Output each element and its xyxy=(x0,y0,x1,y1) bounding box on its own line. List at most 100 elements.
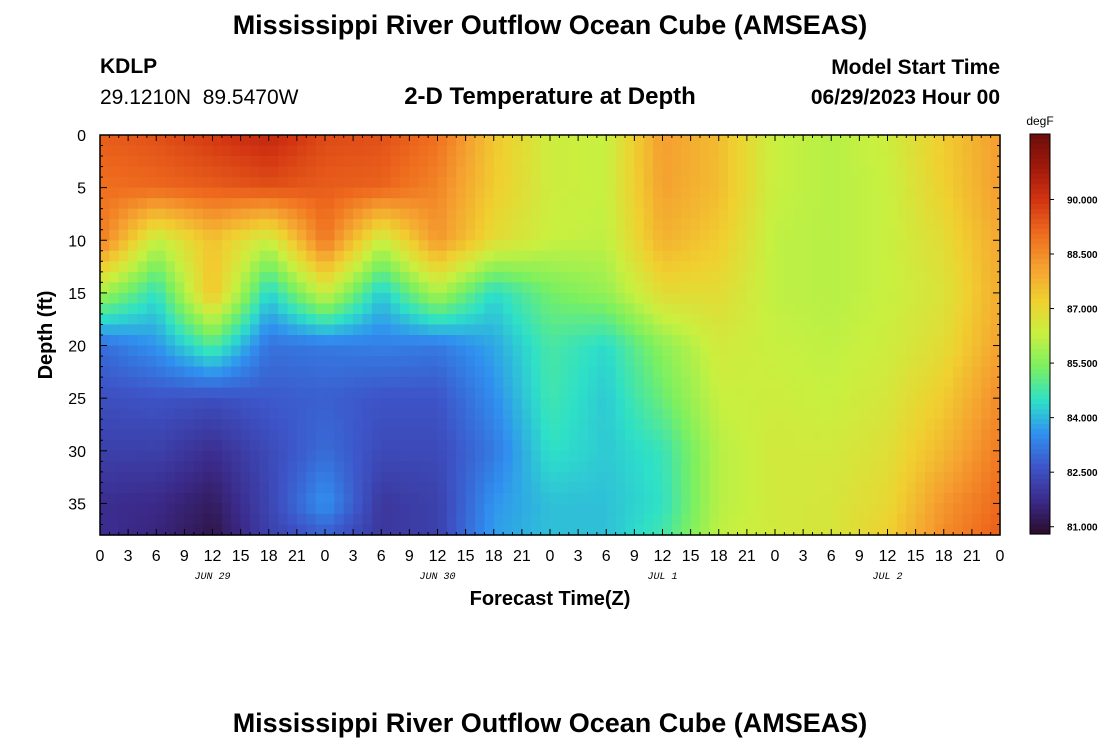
heatmap-cell xyxy=(400,482,410,494)
heatmap-cell xyxy=(400,461,410,473)
heatmap-cell xyxy=(100,198,110,210)
heatmap-cell xyxy=(390,271,401,283)
heatmap-cell xyxy=(840,271,851,283)
heatmap-cell xyxy=(812,208,823,220)
heatmap-cell xyxy=(128,398,139,410)
heatmap-cell xyxy=(653,313,664,326)
heatmap-cell xyxy=(475,313,485,326)
heatmap-cell xyxy=(756,292,767,305)
heatmap-cell xyxy=(971,229,982,241)
heatmap-cell xyxy=(296,440,307,452)
heatmap-cell xyxy=(231,377,242,389)
heatmap-cell xyxy=(709,240,720,252)
heatmap-cell xyxy=(362,292,373,305)
heatmap-cell xyxy=(878,282,889,294)
heatmap-cell xyxy=(493,271,504,283)
heatmap-cell xyxy=(371,240,382,252)
heatmap-cell xyxy=(306,356,317,368)
heatmap-cell xyxy=(568,419,579,431)
colorbar-segment xyxy=(1030,184,1050,190)
heatmap-cell xyxy=(371,303,382,315)
heatmap-cell xyxy=(334,324,345,336)
heatmap-cell xyxy=(643,292,654,305)
heatmap-cell xyxy=(915,135,926,147)
heatmap-cell xyxy=(643,145,654,157)
heatmap-cell xyxy=(390,198,401,210)
heatmap-cell xyxy=(400,503,410,515)
heatmap-cell xyxy=(296,324,307,336)
heatmap-cell xyxy=(596,366,607,378)
heatmap-cell xyxy=(718,513,729,526)
heatmap-cell xyxy=(446,440,457,452)
heatmap-cell xyxy=(775,229,785,241)
heatmap-cell xyxy=(231,461,242,473)
heatmap-cell xyxy=(606,387,617,399)
heatmap-cell xyxy=(521,387,532,399)
heatmap-cell xyxy=(775,219,785,231)
heatmap-cell xyxy=(362,366,373,378)
heatmap-cell xyxy=(493,398,504,410)
heatmap-cell xyxy=(353,387,364,399)
heatmap-cell xyxy=(221,524,232,536)
heatmap-cell xyxy=(428,208,439,220)
heatmap-cell xyxy=(165,229,176,241)
heatmap-cell xyxy=(137,408,148,420)
heatmap-cell xyxy=(934,482,945,494)
heatmap-cell xyxy=(503,377,514,389)
heatmap-cell xyxy=(278,177,289,189)
heatmap-cell xyxy=(596,356,607,368)
heatmap-cell xyxy=(184,408,195,420)
heatmap-cell xyxy=(259,303,270,315)
heatmap-cell xyxy=(896,482,907,494)
heatmap-cell xyxy=(765,461,776,473)
heatmap-cell xyxy=(868,461,879,473)
heatmap-cell xyxy=(287,503,298,515)
heatmap-cell xyxy=(100,366,110,378)
heatmap-cell xyxy=(643,177,654,189)
heatmap-cell xyxy=(821,471,832,483)
heatmap-cell xyxy=(296,261,307,273)
heatmap-cell xyxy=(878,177,889,189)
heatmap-cell xyxy=(353,240,364,252)
heatmap-cell xyxy=(578,356,589,368)
heatmap-cell xyxy=(212,324,223,336)
heatmap-cell xyxy=(925,345,935,357)
heatmap-cell xyxy=(118,503,129,515)
date-label: JUL 1 xyxy=(647,572,677,583)
heatmap-cell xyxy=(531,313,542,326)
heatmap-cell xyxy=(503,271,514,283)
heatmap-cell xyxy=(278,377,289,389)
heatmap-cell xyxy=(634,208,645,220)
heatmap-cell xyxy=(446,419,457,431)
heatmap-cell xyxy=(240,366,251,378)
heatmap-cell xyxy=(362,324,373,336)
heatmap-cell xyxy=(615,282,626,294)
heatmap-cell xyxy=(409,177,420,189)
heatmap-cell xyxy=(137,313,148,326)
heatmap-cell xyxy=(784,513,795,526)
heatmap-cell xyxy=(315,450,326,462)
heatmap-cell xyxy=(831,240,842,252)
colorbar-segment xyxy=(1030,164,1050,170)
heatmap-cell xyxy=(812,482,823,494)
heatmap-cell xyxy=(887,492,898,505)
heatmap-cell xyxy=(456,135,467,147)
heatmap-cell xyxy=(578,250,589,262)
heatmap-cell xyxy=(840,461,851,473)
heatmap-cell xyxy=(175,450,185,462)
heatmap-cell xyxy=(700,419,710,431)
heatmap-cell xyxy=(850,366,860,378)
heatmap-cell xyxy=(803,471,814,483)
heatmap-cell xyxy=(803,387,814,399)
heatmap-cell xyxy=(784,335,795,347)
heatmap-cell xyxy=(315,461,326,473)
heatmap-cell xyxy=(146,366,157,378)
heatmap-cell xyxy=(643,461,654,473)
heatmap-cell xyxy=(812,471,823,483)
heatmap-cell xyxy=(625,429,635,441)
heatmap-cell xyxy=(859,166,870,178)
heatmap-cell xyxy=(465,429,476,441)
heatmap-cell xyxy=(428,398,439,410)
heatmap-cell xyxy=(671,450,682,462)
heatmap-cell xyxy=(325,387,335,399)
